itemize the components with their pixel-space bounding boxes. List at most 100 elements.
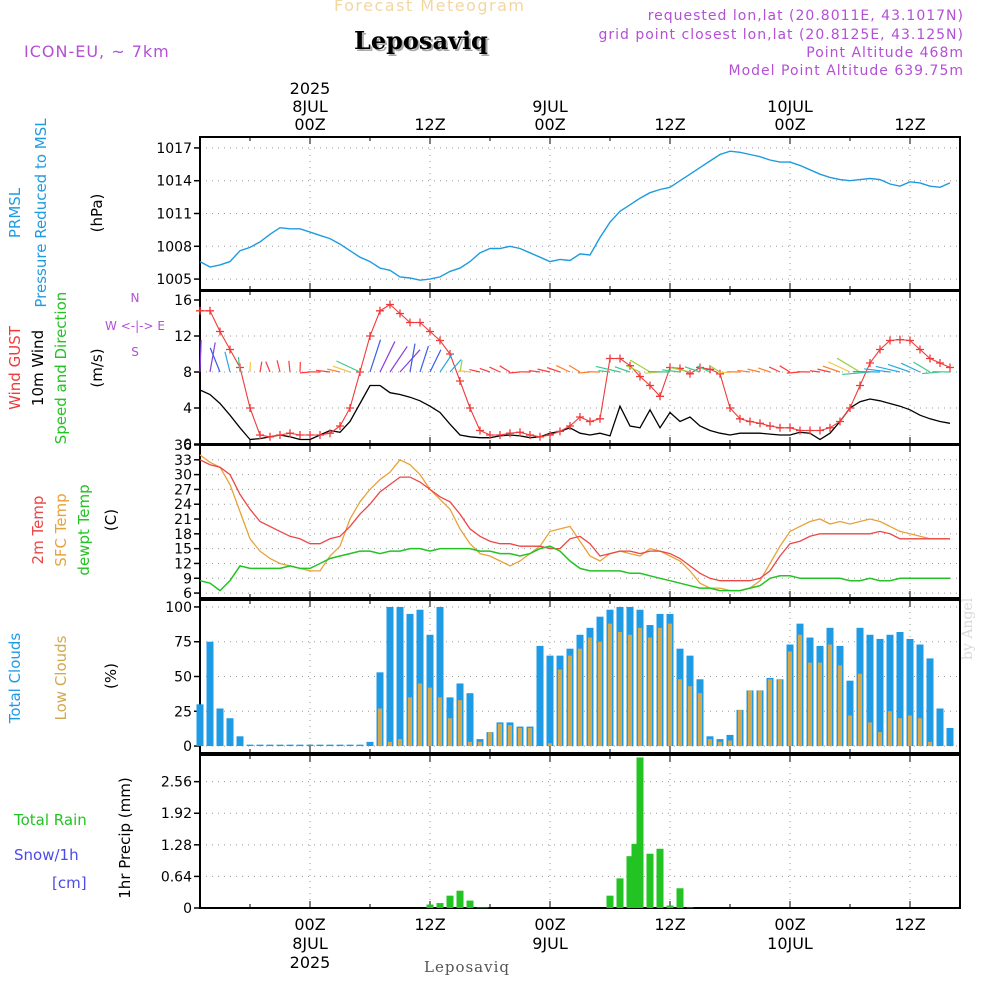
top-time-label: 12Z <box>894 115 925 134</box>
bar-low-clouds <box>768 679 772 747</box>
y-tick-label: 33 <box>174 453 192 469</box>
wind-arrow <box>209 347 221 373</box>
y-tick-label: 75 <box>174 635 192 651</box>
gust-marker <box>276 431 284 439</box>
bar-low-clouds <box>868 722 872 747</box>
wind-arrow <box>836 357 861 373</box>
label-wind-unit: (m/s) <box>88 348 106 387</box>
panel-frame-clouds <box>199 599 961 754</box>
wind-arrow <box>479 367 491 373</box>
y-tick-label: 18 <box>174 527 192 543</box>
bar-total-clouds <box>436 606 444 747</box>
y-tick-label: 6 <box>183 586 192 602</box>
gust-marker <box>316 431 324 439</box>
y-tick-label: 1011 <box>156 207 192 223</box>
wind-arrow <box>389 346 408 373</box>
bar-total-clouds <box>366 741 374 747</box>
bar-low-clouds <box>818 662 822 747</box>
gust-marker <box>636 372 644 381</box>
bar-low-clouds <box>398 739 402 747</box>
bar-total-clouds <box>216 708 224 747</box>
label-precip-unit: 1hr Precip (mm) <box>116 777 134 898</box>
gust-marker <box>846 404 854 412</box>
gust-marker <box>306 431 314 439</box>
bar-total-clouds <box>226 718 234 747</box>
bar-low-clouds <box>718 741 722 747</box>
series-line-wind-gust <box>200 303 951 438</box>
gust-marker <box>496 431 504 439</box>
bar-total-clouds <box>906 638 914 747</box>
y-tick-label: 21 <box>174 512 192 528</box>
bar-low-clouds <box>478 741 482 747</box>
label-2m-temp: 2m Temp <box>29 496 47 565</box>
y-tick-label: 1017 <box>156 141 192 157</box>
bar-precip <box>436 903 444 908</box>
bar-low-clouds <box>578 648 582 747</box>
bar-low-clouds <box>808 662 812 747</box>
gust-marker <box>596 414 604 423</box>
wind-arrow <box>459 360 463 373</box>
bar-total-clouds <box>206 641 214 747</box>
bar-precip <box>616 878 624 908</box>
y-tick-label: 100 <box>165 600 192 616</box>
bottom-time-label: 10JUL <box>767 934 813 953</box>
bar-total-clouds <box>896 631 904 747</box>
y-tick-label: 1005 <box>156 272 192 288</box>
gust-marker <box>546 431 554 439</box>
bar-total-clouds <box>916 644 924 747</box>
wind-arrow <box>568 364 581 373</box>
series-line-sfc-temp <box>199 454 950 592</box>
bar-total-clouds <box>256 744 264 747</box>
gust-marker <box>366 332 374 340</box>
gust-marker <box>776 423 784 432</box>
bar-precip <box>446 895 454 908</box>
bar-total-clouds <box>266 744 274 747</box>
wind-arrow <box>900 362 921 373</box>
wind-arrow <box>199 339 202 373</box>
bar-low-clouds <box>438 697 442 747</box>
wind-arrow <box>598 369 611 373</box>
wind-arrow <box>276 360 281 373</box>
bar-precip <box>456 890 464 908</box>
chart-subtitle: Forecast Meteogram <box>334 0 526 15</box>
series-line-dewpt <box>199 545 950 592</box>
bar-low-clouds <box>638 627 642 747</box>
top-time-label: 8JUL <box>292 97 328 116</box>
y-tick-label: 0 <box>183 901 192 917</box>
top-time-label: 00Z <box>534 115 565 134</box>
wind-arrow <box>209 342 216 373</box>
y-tick-label: 12 <box>174 556 192 572</box>
wind-arrow <box>259 361 263 373</box>
gust-marker <box>756 419 764 428</box>
bar-low-clouds <box>908 715 912 747</box>
bar-low-clouds <box>778 679 782 747</box>
chart-title: Leposaviq <box>354 26 488 55</box>
wind-arrow <box>449 359 462 373</box>
label-temp-unit: (C) <box>102 509 120 531</box>
wind-arrow <box>555 365 571 373</box>
point-altitude: Point Altitude 468m <box>806 45 964 61</box>
bottom-time-label: 9JUL <box>532 934 568 953</box>
gust-marker <box>516 428 524 437</box>
bar-low-clouds <box>608 623 612 747</box>
y-tick-label: 4 <box>183 401 192 417</box>
wind-arrow <box>237 356 241 373</box>
bar-total-clouds <box>326 744 334 747</box>
gust-marker <box>856 381 864 390</box>
gust-marker <box>436 336 444 345</box>
compass-south: S <box>131 345 139 359</box>
bar-low-clouds <box>898 718 902 747</box>
wind-arrow <box>336 360 361 373</box>
bar-precip <box>676 888 684 908</box>
wind-arrow <box>817 368 831 373</box>
model-altitude: Model Point Altitude 639.75m <box>728 63 964 79</box>
wind-arrow <box>662 369 681 373</box>
gust-marker <box>646 381 654 390</box>
y-tick-label: 27 <box>174 482 192 498</box>
bar-low-clouds <box>678 679 682 747</box>
wind-arrow <box>499 365 511 373</box>
bar-total-clouds <box>276 744 284 747</box>
wind-arrow <box>708 364 721 373</box>
label-low-clouds: Low Clouds <box>52 635 70 720</box>
y-tick-label: 25 <box>174 704 192 720</box>
